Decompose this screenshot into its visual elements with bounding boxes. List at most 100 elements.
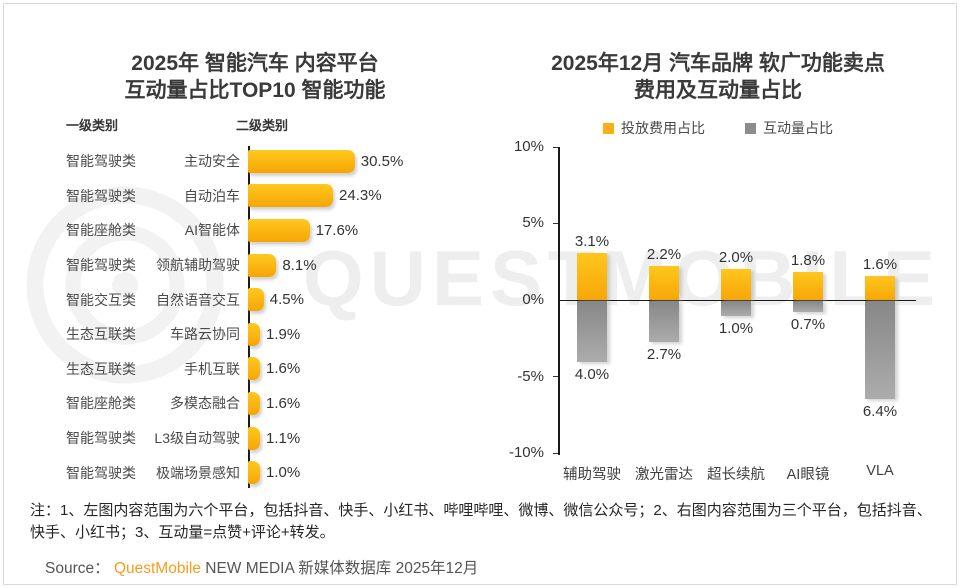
legend-swatch-yellow-icon	[603, 122, 614, 134]
y-tick-mark	[553, 223, 558, 224]
source-rest: NEW MEDIA 新媒体数据库 2025年12月	[205, 560, 479, 577]
y-tick-mark	[553, 147, 558, 148]
left-chart-col2-header: 二级类别	[236, 118, 289, 133]
bar-row: 智能驾驶类 L3级自动驾驶 1.1%	[35, 421, 505, 456]
left-chart-title: 2025年 智能汽车 内容平台 互动量占比TOP10 智能功能	[124, 52, 386, 102]
x-category-label: AI眼镜	[786, 467, 830, 483]
engagement-bar-stack: 4.0%	[552, 301, 632, 383]
cost-bar-stack: 1.8%	[768, 252, 848, 300]
x-category-label: VLA	[866, 463, 894, 479]
engagement-value: 1.0%	[718, 320, 754, 338]
engagement-bar	[649, 301, 679, 343]
engagement-bar-stack: 2.7%	[624, 301, 704, 363]
bar-row: 智能驾驶类 主动安全 30.5%	[35, 144, 505, 179]
row-feature: 手机互联	[184, 360, 240, 377]
cost-bar-stack: 2.0%	[696, 249, 776, 300]
engagement-value: 0.7%	[790, 315, 826, 333]
legend-item-engagement: 互动量占比	[745, 118, 833, 138]
row-value: 1.6%	[266, 394, 301, 412]
cost-value: 1.8%	[790, 252, 826, 270]
row-category: 智能驾驶类	[66, 153, 136, 170]
engagement-bar	[865, 301, 895, 399]
bar-group: 2.0% 1.0% 超长续航	[696, 147, 776, 483]
x-category-label: 激光雷达	[635, 467, 693, 483]
row-bar	[248, 218, 310, 242]
cost-bar	[649, 266, 679, 300]
left-chart-rows: 智能驾驶类 主动安全 30.5% 智能驾驶类 自动泊车 24.3% 智能座舱类 …	[35, 144, 505, 490]
source-prefix: Source：	[45, 560, 110, 577]
row-category: 智能驾驶类	[66, 464, 136, 481]
row-value: 1.0%	[266, 464, 301, 482]
right-chart-title: 2025年12月 汽车品牌 软广功能卖点 费用及互动量占比	[551, 52, 885, 102]
row-feature: 自动泊车	[184, 187, 240, 204]
cost-value: 3.1%	[574, 232, 610, 250]
cost-bar	[865, 275, 895, 300]
row-value: 24.3%	[339, 187, 382, 205]
row-feature: 多模态融合	[170, 395, 240, 412]
row-category: 生态互联类	[66, 360, 136, 377]
cost-bar	[577, 252, 607, 300]
row-category: 智能座舱类	[66, 222, 136, 239]
bar-row: 智能驾驶类 自动泊车 24.3%	[35, 179, 505, 214]
row-bar	[248, 184, 334, 208]
y-tick-label: -10%	[508, 444, 544, 461]
row-feature: 主动安全	[184, 153, 240, 170]
engagement-bar-stack: 6.4%	[840, 301, 920, 420]
row-bar	[248, 357, 260, 381]
watermark-text: QUESTMOBILE	[303, 234, 942, 322]
bar-row: 智能交互类 自然语音交互 4.5%	[35, 282, 505, 317]
engagement-bar	[793, 301, 823, 312]
right-chart-legend: 投放费用占比 互动量占比	[478, 118, 958, 138]
row-value: 1.1%	[266, 429, 301, 447]
right-chart-zero-line	[558, 300, 916, 302]
source-line: Source： QuestMobile NEW MEDIA 新媒体数据库 202…	[45, 556, 478, 578]
row-feature: 自然语音交互	[156, 291, 240, 308]
engagement-bar	[721, 301, 751, 317]
row-bar	[248, 288, 264, 312]
bar-group: 1.6% 6.4% VLA	[840, 147, 920, 479]
row-feature: L3级自动驾驶	[154, 430, 240, 447]
questmobile-logo-watermark-icon	[26, 186, 224, 384]
y-tick-mark	[553, 453, 558, 454]
legend-label: 投放费用占比	[621, 120, 705, 136]
y-tick-mark	[553, 376, 558, 377]
row-value: 1.6%	[266, 360, 301, 378]
cost-bar-stack: 3.1%	[552, 233, 632, 300]
engagement-value: 6.4%	[862, 402, 898, 420]
row-category: 智能驾驶类	[66, 257, 136, 274]
cost-bar-stack: 1.6%	[840, 256, 920, 300]
row-category: 智能交互类	[66, 291, 136, 308]
bar-row: 智能座舱类 AI智能体 17.6%	[35, 213, 505, 248]
x-category-label: 超长续航	[707, 467, 765, 483]
legend-label: 互动量占比	[763, 120, 833, 136]
row-value: 4.5%	[269, 291, 304, 309]
row-feature: 领航辅助驾驶	[156, 257, 240, 274]
row-feature: 极端场景感知	[156, 464, 240, 481]
cost-value: 2.0%	[718, 249, 754, 267]
cost-value: 1.6%	[862, 255, 898, 273]
cost-bar-stack: 2.2%	[624, 246, 704, 300]
legend-swatch-gray-icon	[745, 122, 756, 134]
bar-group: 1.8% 0.7% AI眼镜	[768, 147, 848, 483]
left-chart-col1-header: 一级类别	[66, 118, 119, 133]
bar-row: 智能驾驶类 极端场景感知 1.0%	[35, 455, 505, 490]
row-category: 智能驾驶类	[66, 430, 136, 447]
left-chart-axis-line	[248, 146, 250, 488]
bar-group: 3.1% 4.0% 辅助驾驶	[552, 147, 632, 483]
engagement-value: 2.7%	[646, 346, 682, 364]
legend-item-cost: 投放费用占比	[603, 118, 705, 138]
row-value: 8.1%	[282, 256, 317, 274]
row-feature: 车路云协同	[170, 326, 240, 343]
cost-bar	[721, 269, 751, 300]
row-value: 17.6%	[315, 221, 359, 239]
footnote: 注：1、左图内容范围为六个平台，包括抖音、快手、小红书、哔哩哔哩、微博、微信公众…	[30, 502, 932, 541]
engagement-bar-stack: 1.0%	[696, 301, 776, 337]
bar-row: 生态互联类 车路云协同 1.9%	[35, 317, 505, 352]
bar-row: 生态互联类 手机互联 1.6%	[35, 352, 505, 387]
y-tick-label: 10%	[513, 138, 544, 155]
cost-bar	[793, 272, 823, 300]
row-value: 30.5%	[360, 152, 404, 170]
x-category-label: 辅助驾驶	[563, 467, 621, 483]
